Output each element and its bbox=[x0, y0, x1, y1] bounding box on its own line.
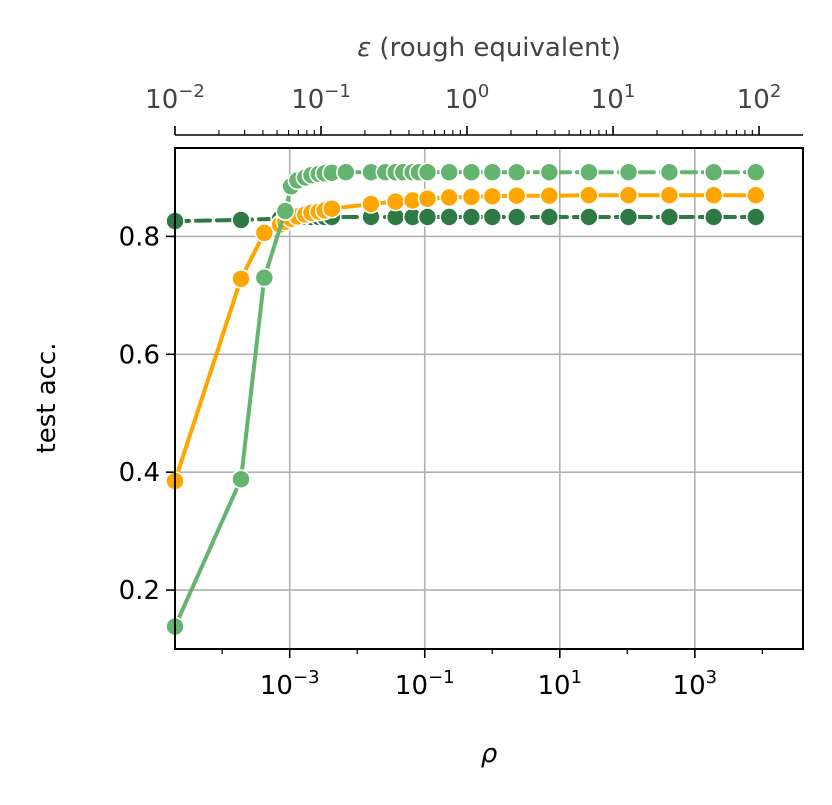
series-1-point-2 bbox=[254, 223, 275, 243]
grid-layer bbox=[175, 148, 803, 649]
top-tick-label-4: 102 bbox=[737, 81, 782, 115]
series-2-point-1 bbox=[231, 469, 251, 490]
x-tick-label-1: 10−1 bbox=[395, 667, 455, 701]
series-1-point-15 bbox=[417, 188, 438, 209]
series-3-point-12 bbox=[539, 162, 560, 182]
series-3-point-15 bbox=[659, 162, 680, 182]
top-axis-label-text: (rough equivalent) bbox=[371, 33, 621, 63]
top-tick-label-1: 10−1 bbox=[291, 81, 351, 115]
series-1-point-1 bbox=[231, 268, 251, 289]
plot-frame bbox=[174, 147, 804, 650]
series-0-point-21 bbox=[618, 207, 639, 227]
top-tick-label-0: 10−2 bbox=[145, 81, 205, 115]
series-1-point-21 bbox=[579, 185, 599, 205]
series-3-point-0 bbox=[336, 162, 356, 182]
series-3-point-10 bbox=[482, 162, 503, 182]
series-0-point-20 bbox=[579, 207, 599, 227]
series-2-point-2 bbox=[254, 267, 275, 288]
series-1-point-19 bbox=[506, 185, 527, 206]
series-1-point-22 bbox=[618, 185, 639, 205]
series-1-point-23 bbox=[659, 185, 680, 205]
series-1-point-18 bbox=[482, 186, 503, 207]
series-1-point-24 bbox=[703, 185, 724, 205]
series-1-point-11 bbox=[321, 198, 342, 219]
series-0-point-1 bbox=[231, 210, 251, 230]
axis-layer: 10−3 10−1 101 103 0.2 0.4 0.6 0.8 10−2 10−1 100 101… bbox=[119, 81, 803, 701]
y-tick-label-1: 0.4 bbox=[119, 458, 160, 488]
series-1-point-12 bbox=[361, 194, 381, 214]
series-3-point-7 bbox=[417, 162, 438, 182]
x-tick-label-0: 10−3 bbox=[260, 667, 320, 701]
series-1-point-16 bbox=[439, 187, 460, 208]
series-0-point-16 bbox=[461, 207, 482, 227]
y-tick-label-0: 0.2 bbox=[119, 576, 160, 606]
series-layer bbox=[165, 162, 766, 637]
top-tick-label-2: 100 bbox=[445, 81, 490, 115]
x-axis-label: ρ bbox=[481, 739, 498, 769]
series-0-point-22 bbox=[659, 207, 680, 227]
top-tick-label-3: 101 bbox=[591, 81, 636, 115]
series-1-point-17 bbox=[461, 187, 482, 207]
series-0-point-15 bbox=[439, 207, 460, 227]
series-0-point-17 bbox=[482, 207, 503, 227]
x-tick-label-3: 103 bbox=[673, 667, 718, 701]
series-3-point-8 bbox=[439, 162, 460, 182]
series-1-point-20 bbox=[539, 185, 560, 206]
series-3-point-16 bbox=[703, 162, 724, 182]
series-0-point-19 bbox=[539, 207, 560, 227]
y-tick-label-3: 0.8 bbox=[119, 222, 160, 252]
series-3-point-11 bbox=[506, 162, 527, 182]
series-2-point-3 bbox=[275, 201, 296, 221]
series-3-point-14 bbox=[618, 162, 639, 182]
x-tick-label-2: 101 bbox=[538, 667, 583, 701]
series-3-point-13 bbox=[579, 162, 599, 182]
series-0-point-24 bbox=[745, 207, 766, 227]
y-axis-label: test acc. bbox=[32, 343, 62, 454]
series-3-point-9 bbox=[461, 162, 482, 182]
series-0-point-14 bbox=[417, 207, 438, 227]
y-tick-label-2: 0.6 bbox=[119, 340, 160, 370]
series-1-point-25 bbox=[745, 185, 766, 205]
top-axis-label-symbol: ε bbox=[357, 33, 371, 63]
series-3-point-17 bbox=[745, 162, 766, 182]
series-0-point-23 bbox=[703, 207, 724, 227]
top-axis-label: ε (rough equivalent) bbox=[357, 33, 621, 63]
series-0-point-18 bbox=[506, 207, 527, 227]
series-1-point-13 bbox=[385, 191, 406, 212]
